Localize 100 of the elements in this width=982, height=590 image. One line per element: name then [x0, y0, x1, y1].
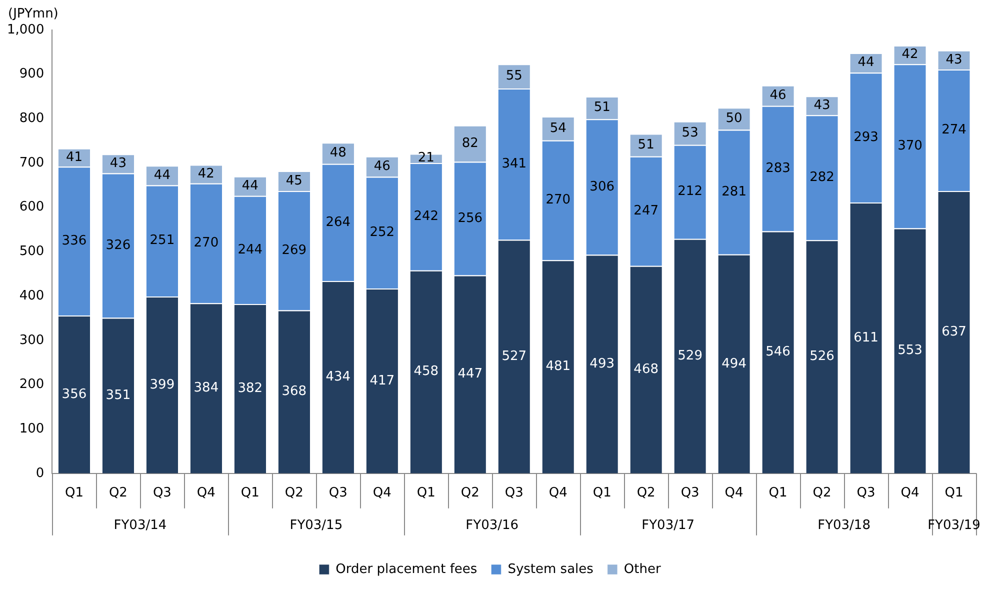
y-tick-label: 600 [19, 200, 44, 215]
data-label: 43 [110, 156, 126, 172]
x-tick-label: Q1 [64, 486, 84, 501]
data-label: 46 [374, 158, 390, 174]
text: FY03/16 [466, 518, 519, 533]
data-label: 282 [810, 170, 834, 186]
data-label: 50 [726, 111, 742, 126]
x-tick-label: Q1 [592, 486, 612, 501]
data-label: 527 [502, 348, 527, 364]
data-label: 384 [194, 380, 219, 396]
x-tick-label: Q1 [944, 486, 964, 501]
data-label: 42 [198, 166, 214, 182]
x-tick-label: Q3 [504, 486, 524, 501]
data-label: 43 [946, 52, 962, 68]
data-label: 382 [238, 381, 263, 396]
data-label: 611 [854, 330, 878, 346]
data-label: 44 [154, 168, 170, 183]
x-tick-label: Q2 [812, 486, 832, 501]
data-label: 458 [414, 364, 439, 380]
data-label: 269 [282, 242, 307, 258]
data-label: 553 [898, 343, 922, 358]
data-label: 481 [546, 359, 571, 374]
x-tick-label: Q1 [416, 486, 436, 501]
data-label: 42 [902, 47, 918, 62]
x-tick-label: Q3 [152, 486, 172, 501]
data-label: 270 [546, 192, 571, 208]
data-label: 41 [66, 150, 82, 165]
data-label: 336 [62, 233, 87, 248]
data-label: 212 [678, 184, 702, 200]
legend-label: Other [624, 562, 662, 577]
y-tick-label: 800 [19, 111, 44, 126]
data-label: 251 [150, 233, 175, 248]
data-label: 252 [370, 225, 395, 240]
y-tick-label: 0 [36, 466, 44, 481]
x-tick-label: Q2 [108, 486, 128, 501]
x-tick-label: Q2 [636, 486, 656, 501]
x-tick-label: Q4 [372, 486, 392, 501]
data-label: 326 [106, 238, 131, 253]
data-label: 46 [770, 88, 786, 103]
data-label: 270 [194, 236, 219, 251]
x-tick-label: Q4 [548, 486, 568, 501]
data-label: 306 [590, 179, 614, 194]
data-label: 43 [814, 98, 830, 113]
data-label: 493 [590, 356, 614, 372]
y-axis-title: (JPYmn) [8, 6, 58, 22]
text: FY03/17 [642, 518, 695, 533]
x-tick-label: Q4 [900, 486, 920, 501]
y-tick-label: 300 [19, 332, 44, 348]
data-label: 637 [942, 324, 966, 340]
data-label: 529 [678, 348, 702, 364]
data-label: 447 [458, 366, 483, 382]
x-tick-label: Q2 [460, 486, 480, 501]
data-label: 51 [594, 100, 610, 116]
data-label: 242 [414, 209, 439, 224]
data-label: 55 [506, 68, 522, 84]
x-tick-label: Q1 [240, 486, 260, 501]
y-tick-label: 700 [19, 155, 44, 170]
x-tick-label: Q3 [680, 486, 700, 501]
x-tick-label: Q3 [856, 486, 876, 501]
data-label: 434 [326, 370, 351, 385]
data-label: 51 [638, 137, 654, 152]
data-label: 48 [330, 146, 346, 161]
y-tick-label: 500 [19, 244, 44, 260]
x-tick-label: Q2 [284, 486, 304, 501]
data-label: 417 [370, 373, 395, 388]
text: FY03/18 [818, 518, 870, 533]
data-label: 44 [242, 178, 258, 194]
data-label: 351 [106, 388, 131, 403]
data-label: 356 [62, 386, 87, 402]
x-tick-label: Q3 [328, 486, 348, 501]
data-label: 368 [282, 384, 307, 400]
data-label: 546 [766, 344, 790, 360]
data-label: 494 [722, 356, 746, 372]
legend-label: Order placement fees [336, 562, 478, 577]
data-label: 283 [766, 160, 790, 176]
x-tick-label: Q1 [768, 486, 788, 501]
data-label: 244 [238, 242, 263, 258]
data-label: 256 [458, 210, 483, 226]
data-label: 54 [550, 120, 566, 136]
data-label: 293 [854, 130, 878, 145]
data-label: 468 [634, 362, 658, 378]
data-label: 82 [462, 136, 478, 151]
data-label: 21 [418, 150, 434, 166]
y-tick-label: 200 [19, 377, 44, 392]
data-label: 45 [286, 173, 302, 188]
data-label: 526 [810, 349, 834, 364]
data-label: 274 [942, 122, 966, 138]
data-label: 53 [682, 125, 698, 140]
y-tick-label: 1,000 [7, 22, 44, 38]
x-tick-label: Q4 [196, 486, 216, 501]
data-label: 370 [898, 138, 922, 154]
data-label: 399 [150, 377, 175, 392]
y-tick-label: 900 [19, 66, 44, 82]
y-tick-label: 400 [19, 288, 44, 304]
y-tick-label: 100 [19, 421, 44, 436]
data-label: 44 [858, 55, 874, 70]
legend-label: System sales [508, 562, 594, 577]
data-label: 247 [634, 204, 658, 219]
text: FY03/14 [114, 518, 167, 533]
data-label: 264 [326, 214, 351, 230]
